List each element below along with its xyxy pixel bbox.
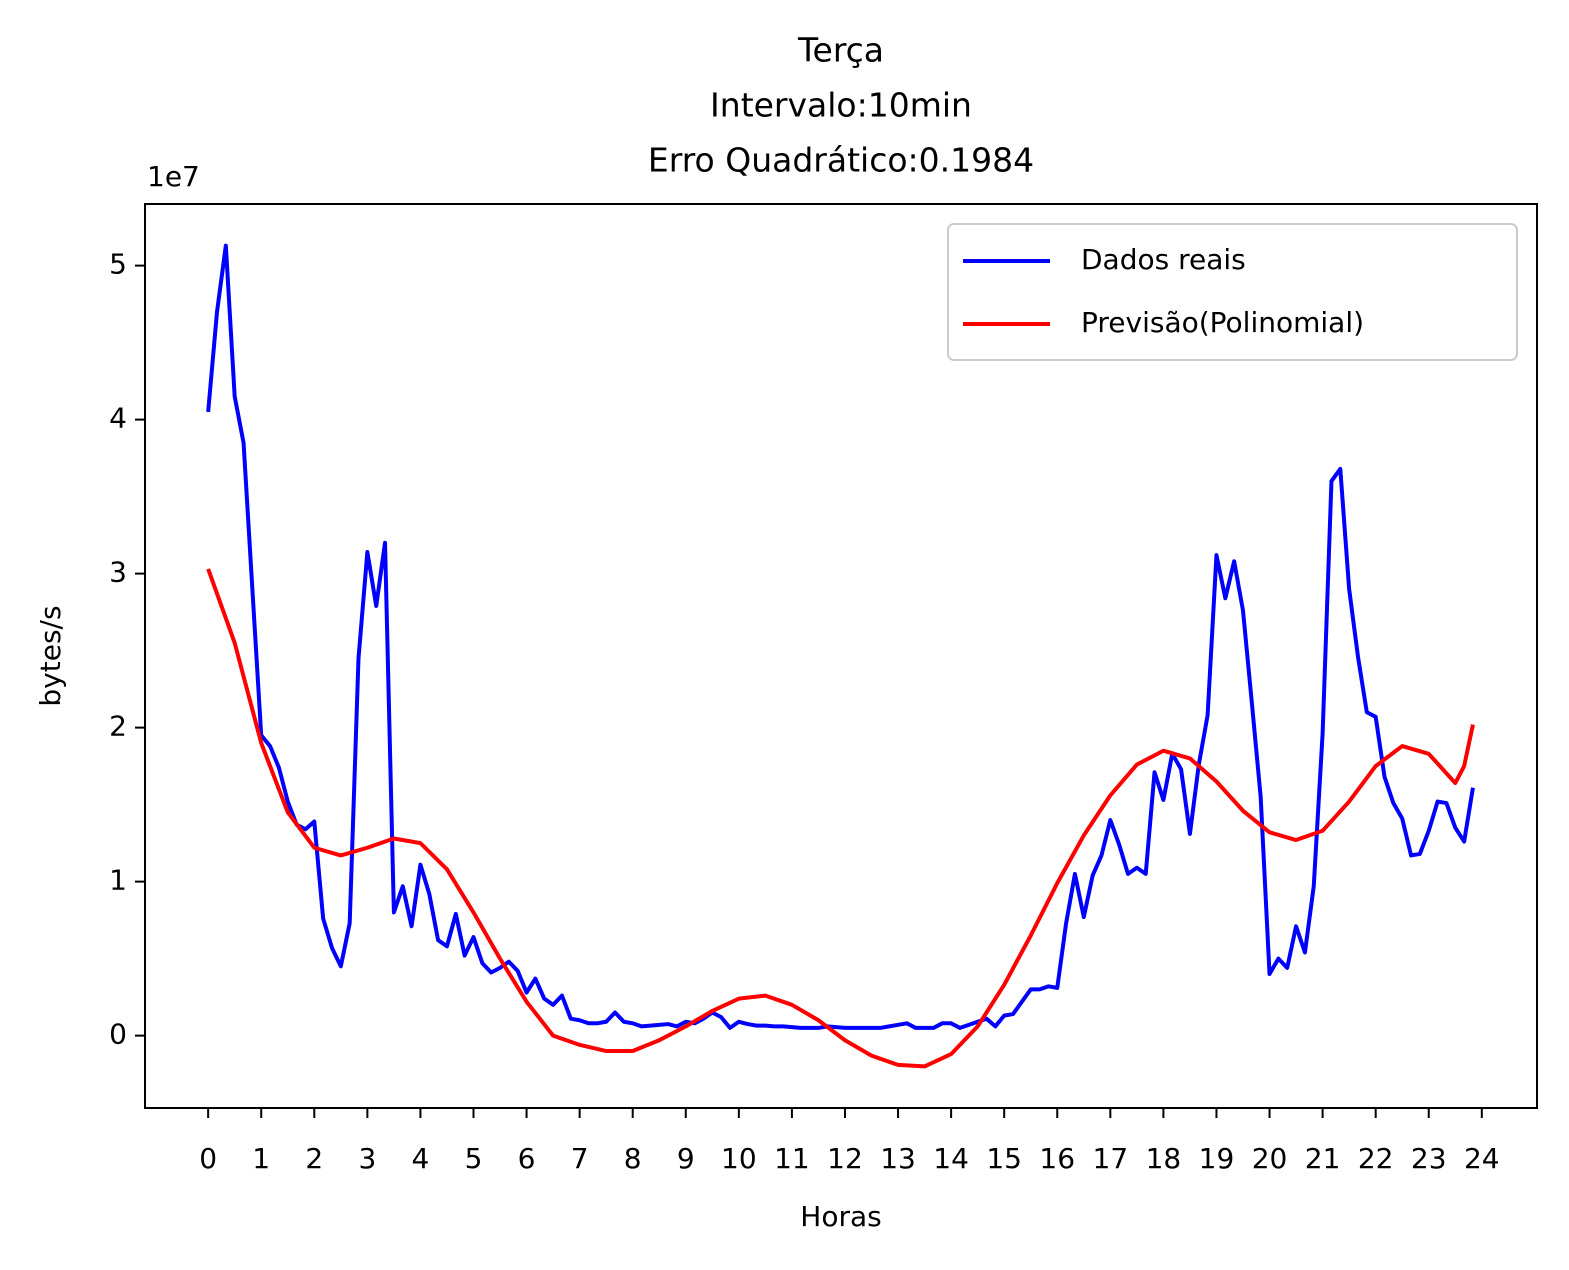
plot-frame	[144, 203, 1538, 1109]
x-tick-label: 11	[774, 1142, 810, 1175]
x-tick-label: 6	[518, 1142, 536, 1175]
x-tick-label: 13	[880, 1142, 916, 1175]
y-tick-label: 3	[109, 556, 127, 589]
x-tick-label: 7	[571, 1142, 589, 1175]
x-tick-label: 20	[1252, 1142, 1288, 1175]
x-tick-label: 23	[1411, 1142, 1447, 1175]
x-tick-label: 1	[252, 1142, 270, 1175]
x-tick-label: 0	[199, 1142, 217, 1175]
x-tick-label: 15	[986, 1142, 1022, 1175]
x-axis-label: Horas	[800, 1200, 881, 1233]
x-tick-label: 24	[1464, 1142, 1500, 1175]
x-tick-label: 21	[1305, 1142, 1341, 1175]
series-line	[206, 568, 1475, 1069]
chart-title: Erro Quadrático:0.1984	[648, 141, 1034, 180]
chart-title: Intervalo:10min	[710, 86, 972, 125]
x-tick-label: 4	[412, 1142, 430, 1175]
x-tick-label: 12	[827, 1142, 863, 1175]
x-tick-label: 5	[465, 1142, 483, 1175]
y-tick-label: 1	[109, 864, 127, 897]
x-tick-label: 14	[933, 1142, 969, 1175]
x-tick-label: 22	[1358, 1142, 1394, 1175]
y-tick-label: 0	[109, 1018, 127, 1051]
x-tick-label: 18	[1146, 1142, 1182, 1175]
x-tick-label: 9	[677, 1142, 695, 1175]
y-tick-label: 2	[109, 710, 127, 743]
y-tick-label: 5	[109, 248, 127, 281]
y-axis-label: bytes/s	[34, 605, 67, 706]
chart-title: Terça	[797, 31, 884, 70]
x-tick-label: 10	[721, 1142, 757, 1175]
legend-label: Dados reais	[1081, 243, 1246, 276]
x-tick-label: 19	[1199, 1142, 1235, 1175]
x-tick-label: 17	[1093, 1142, 1129, 1175]
y-tick-label: 4	[109, 402, 127, 435]
x-tick-label: 8	[624, 1142, 642, 1175]
legend-label: Previsão(Polinomial)	[1081, 306, 1364, 339]
x-tick-label: 2	[305, 1142, 323, 1175]
x-tick-label: 16	[1039, 1142, 1075, 1175]
y-offset-label: 1e7	[147, 160, 200, 193]
legend-box	[947, 223, 1518, 361]
x-tick-label: 3	[358, 1142, 376, 1175]
